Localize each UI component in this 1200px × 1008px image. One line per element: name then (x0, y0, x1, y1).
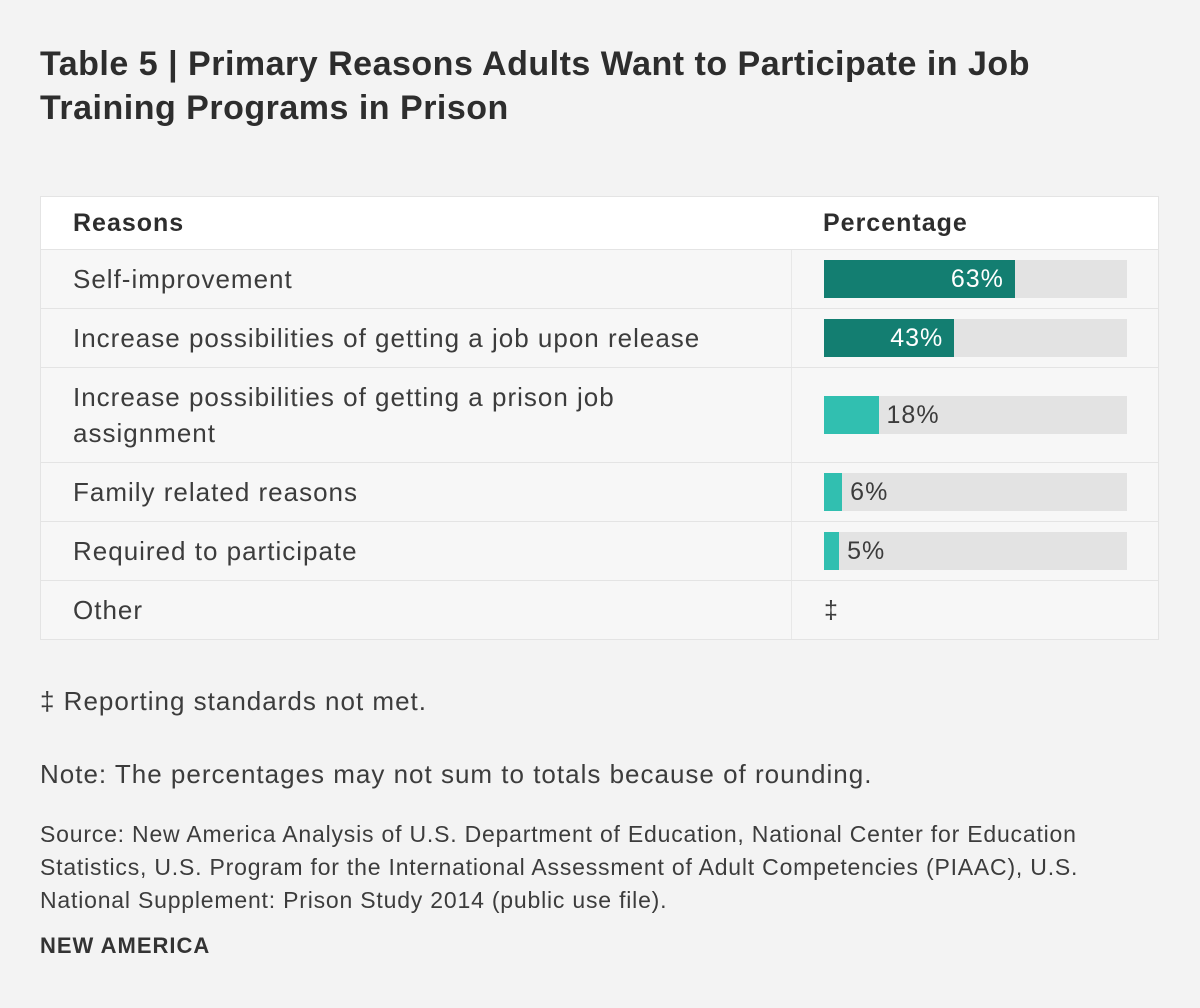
bar-label-inside: 43% (890, 323, 944, 352)
percentage-cell: 18% (791, 368, 1158, 462)
bar-fill: 43% (824, 319, 955, 357)
table-rows: Self-improvement 63% Increase possibilit… (41, 249, 1158, 639)
reason-label: Increase possibilities of getting a pris… (73, 382, 615, 448)
column-header-reasons: Reasons (73, 208, 185, 237)
reason-cell: Increase possibilities of getting a job … (41, 309, 791, 367)
table-row: Other ‡ (41, 580, 1158, 639)
reason-cell: Required to participate (41, 522, 791, 580)
bar-label-outside: 5% (847, 536, 886, 565)
reason-label: Self-improvement (73, 264, 293, 294)
footnote-note: Note: The percentages may not sum to tot… (40, 759, 873, 789)
table-header-row: Reasons Percentage (41, 197, 1158, 249)
bar-track: 43% (824, 319, 1127, 357)
table-row: Family related reasons 6% (41, 462, 1158, 521)
table-row: Increase possibilities of getting a job … (41, 308, 1158, 367)
bar-fill (824, 473, 843, 511)
bar-fill: 63% (824, 260, 1015, 298)
reason-label: Increase possibilities of getting a job … (73, 323, 701, 353)
source-text: Source: New America Analysis of U.S. Dep… (40, 821, 1079, 913)
bar-track: 6% (824, 473, 1127, 511)
reason-label: Family related reasons (73, 477, 358, 507)
percentage-cell: 5% (791, 522, 1158, 580)
bar-track: 18% (824, 396, 1127, 434)
new-america-logo: NEW AMERICA (40, 933, 211, 958)
no-data-marker: ‡ (824, 595, 839, 624)
percentage-cell: 63% (791, 250, 1158, 308)
reason-label: Other (73, 595, 144, 625)
bar-fill (824, 396, 879, 434)
chart-card: Table 5 | Primary Reasons Adults Want to… (40, 45, 1159, 958)
table-row: Increase possibilities of getting a pris… (41, 367, 1158, 462)
reasons-table: Reasons Percentage Self-improvement 63% … (40, 196, 1159, 640)
page-title: Table 5 | Primary Reasons Adults Want to… (40, 45, 1030, 127)
reason-cell: Family related reasons (41, 463, 791, 521)
reason-cell: Other (41, 581, 791, 639)
table-row: Required to participate 5% (41, 521, 1158, 580)
bar-label-outside: 6% (850, 477, 889, 506)
percentage-cell: ‡ (791, 581, 1158, 639)
bar-track: 63% (824, 260, 1127, 298)
reason-label: Required to participate (73, 536, 358, 566)
footnote-dagger: ‡ Reporting standards not met. (40, 686, 427, 716)
bar-fill (824, 532, 840, 570)
reason-cell: Self-improvement (41, 250, 791, 308)
bar-label-outside: 18% (886, 400, 940, 429)
table-row: Self-improvement 63% (41, 249, 1158, 308)
bar-track: 5% (824, 532, 1127, 570)
bar-label-inside: 63% (950, 264, 1004, 293)
reason-cell: Increase possibilities of getting a pris… (41, 368, 791, 462)
percentage-cell: 6% (791, 463, 1158, 521)
column-header-percentage: Percentage (823, 208, 968, 237)
percentage-cell: 43% (791, 309, 1158, 367)
